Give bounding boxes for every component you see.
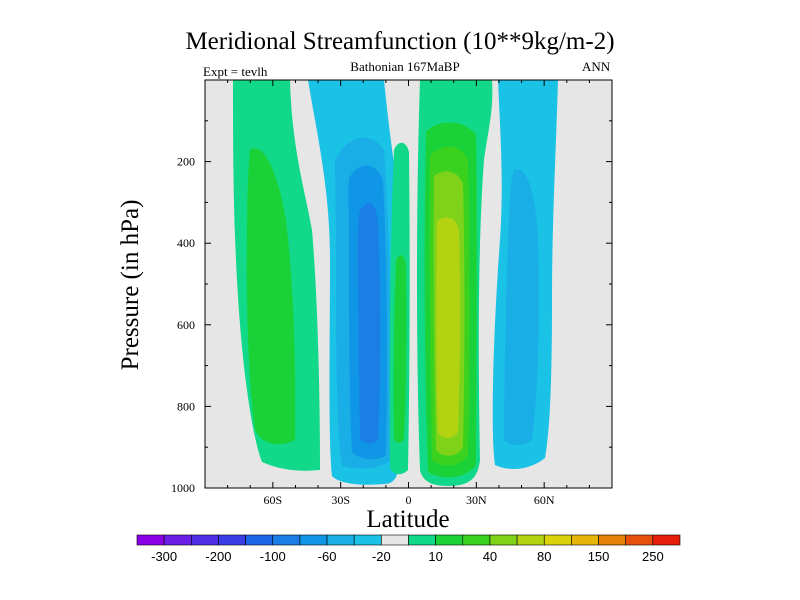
y-tick-label: 200 — [177, 155, 195, 169]
season-label: ANN — [582, 59, 611, 74]
chart-title: Meridional Streamfunction (10**9kg/m-2) — [185, 28, 615, 55]
contour-fill-nh-hadley-core — [436, 217, 461, 438]
x-tick-label: 60S — [263, 493, 282, 507]
colorbar-label: -100 — [260, 549, 286, 564]
x-tick-label: 30N — [466, 493, 487, 507]
y-tick-label: 600 — [177, 318, 195, 332]
colorbar: -300 -200 -100 -60 -20 10 40 80 150 250 — [136, 534, 681, 564]
colorbar-swatch — [462, 534, 491, 546]
colorbar-swatch — [598, 534, 626, 546]
colorbar-swatch — [245, 534, 274, 546]
colorbar-label: 80 — [537, 549, 551, 564]
colorbar-swatch — [163, 534, 192, 546]
colorbar-label: 40 — [483, 549, 497, 564]
experiment-label: Expt = tevlh — [203, 64, 268, 79]
colorbar-swatch — [489, 534, 518, 546]
colorbar-swatch — [136, 534, 165, 546]
colorbar-label: -200 — [205, 549, 231, 564]
y-tick-label: 800 — [177, 399, 195, 413]
colorbar-swatch — [571, 534, 599, 546]
colorbar-swatch — [516, 534, 545, 546]
colorbar-swatch — [353, 534, 382, 546]
colorbar-swatch — [218, 534, 246, 546]
colorbar-swatch — [272, 534, 301, 546]
colorbar-label: 10 — [428, 549, 442, 564]
contour-fill-nh-outer-negative-core — [504, 169, 539, 446]
y-axis: 200 400 600 800 1000 — [171, 120, 612, 495]
colorbar-label: -300 — [151, 549, 177, 564]
contour-fill-sh-negative-core — [358, 203, 381, 444]
contour-fill-equatorial-positive-core — [393, 255, 407, 443]
colorbar-swatch — [408, 534, 436, 546]
period-label: Bathonian 167MaBP — [350, 59, 460, 74]
colorbar-label: 250 — [642, 549, 664, 564]
y-tick-label: 1000 — [171, 481, 195, 495]
colorbar-swatch — [435, 534, 464, 546]
colorbar-swatch — [381, 534, 409, 546]
colorbar-swatch — [625, 534, 654, 546]
colorbar-label: -20 — [372, 549, 391, 564]
colorbar-swatch — [299, 534, 328, 546]
colorbar-swatch — [326, 534, 355, 546]
colorbar-swatch — [652, 534, 681, 546]
x-tick-label: 60N — [534, 493, 555, 507]
colorbar-swatch — [191, 534, 219, 546]
y-tick-label: 400 — [177, 236, 195, 250]
contour-fills — [233, 80, 558, 486]
x-axis-label: Latitude — [366, 506, 449, 533]
colorbar-label: -60 — [318, 549, 337, 564]
y-axis-label: Pressure (in hPa) — [117, 200, 144, 371]
colorbar-label: 150 — [588, 549, 610, 564]
x-axis: 60S 30S 0 30N 60N — [227, 80, 590, 507]
contour-fill-sh-outer-positive-core — [246, 148, 296, 445]
x-tick-label: 0 — [406, 493, 412, 507]
x-tick-label: 30S — [331, 493, 350, 507]
colorbar-swatch — [543, 534, 572, 546]
